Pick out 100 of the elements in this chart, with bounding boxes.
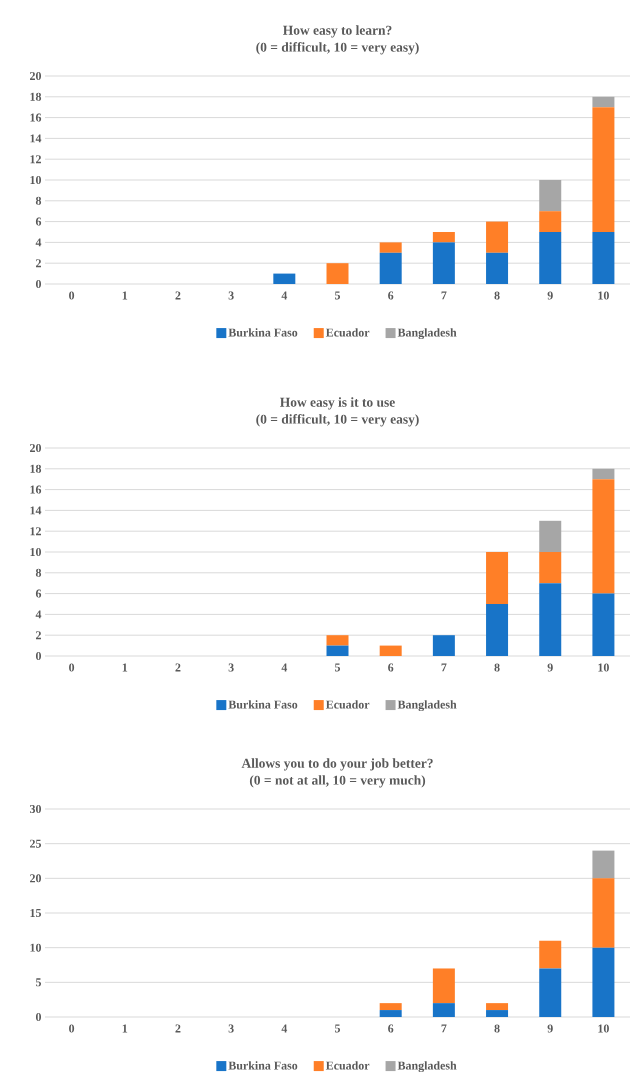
bar bbox=[539, 940, 562, 969]
x-tick-label: 0 bbox=[69, 663, 75, 672]
x-tick-label: 2 bbox=[175, 1024, 181, 1033]
bar bbox=[432, 635, 455, 656]
legend-label: Bangladesh bbox=[397, 1061, 457, 1073]
bar bbox=[592, 479, 615, 594]
y-tick-label: 20 bbox=[30, 71, 42, 81]
y-tick-label: 4 bbox=[35, 238, 42, 247]
y-tick-label: 0 bbox=[35, 1012, 42, 1022]
y-tick-label: 18 bbox=[30, 464, 42, 473]
chart-title: How easy to learn? bbox=[283, 25, 392, 38]
x-tick-label: 10 bbox=[598, 1024, 609, 1033]
bar bbox=[379, 1010, 402, 1017]
x-tick-label: 4 bbox=[281, 291, 288, 300]
y-tick-label: 25 bbox=[30, 839, 42, 848]
x-tick-label: 2 bbox=[175, 663, 181, 672]
x-tick-label: 7 bbox=[441, 1024, 447, 1033]
x-tick-label: 5 bbox=[335, 291, 341, 300]
x-tick-label: 6 bbox=[388, 291, 394, 300]
y-tick-label: 10 bbox=[30, 175, 42, 185]
y-tick-label: 6 bbox=[35, 589, 42, 598]
bar bbox=[539, 968, 562, 1017]
y-tick-label: 12 bbox=[30, 155, 41, 164]
legend-label: Burkina Faso bbox=[228, 700, 298, 709]
bar bbox=[326, 263, 349, 284]
x-tick-label: 9 bbox=[547, 1024, 553, 1033]
bar bbox=[592, 878, 615, 948]
bar bbox=[326, 635, 349, 646]
x-tick-label: 0 bbox=[69, 291, 75, 300]
x-tick-label: 3 bbox=[228, 291, 234, 300]
x-tick-label: 1 bbox=[122, 663, 128, 672]
legend-label: Burkina Faso bbox=[228, 1061, 298, 1070]
bar bbox=[273, 273, 296, 284]
y-tick-label: 20 bbox=[30, 874, 42, 883]
x-tick-label: 4 bbox=[281, 1024, 288, 1033]
x-tick-label: 10 bbox=[598, 663, 609, 672]
legend-label: Ecuador bbox=[325, 700, 370, 709]
bar bbox=[539, 211, 562, 232]
bar bbox=[592, 850, 615, 879]
x-tick-label: 8 bbox=[494, 663, 500, 672]
y-tick-label: 20 bbox=[30, 443, 42, 453]
y-tick-label: 8 bbox=[35, 196, 42, 205]
legend-label: Bangladesh bbox=[397, 328, 457, 340]
bar bbox=[379, 252, 402, 284]
bar bbox=[592, 107, 615, 232]
y-tick-label: 10 bbox=[30, 547, 42, 557]
chart-subtitle: (0 = difficult, 10 = very easy) bbox=[256, 42, 419, 55]
y-tick-label: 12 bbox=[30, 527, 41, 536]
bar bbox=[486, 252, 509, 284]
chart-title: How easy is it to use bbox=[280, 397, 395, 410]
x-tick-label: 9 bbox=[547, 291, 553, 300]
bar bbox=[379, 1003, 402, 1011]
x-tick-label: 6 bbox=[388, 1024, 394, 1033]
bar bbox=[326, 645, 349, 656]
y-tick-label: 15 bbox=[30, 909, 42, 917]
bar bbox=[432, 1003, 455, 1017]
bar bbox=[539, 179, 562, 212]
y-tick-label: 16 bbox=[30, 485, 42, 494]
x-tick-label: 3 bbox=[228, 663, 234, 672]
bar bbox=[432, 242, 455, 284]
x-tick-label: 6 bbox=[388, 663, 394, 672]
bar bbox=[539, 583, 562, 656]
y-tick-label: 16 bbox=[30, 113, 42, 122]
y-tick-label: 10 bbox=[30, 943, 42, 952]
y-tick-label: 8 bbox=[35, 568, 42, 577]
y-tick-label: 4 bbox=[35, 610, 42, 619]
x-tick-label: 1 bbox=[122, 291, 128, 300]
bar bbox=[592, 231, 615, 284]
y-tick-label: 0 bbox=[35, 279, 42, 289]
bar bbox=[432, 968, 455, 1004]
y-tick-label: 2 bbox=[36, 631, 41, 640]
legend-label: Ecuador bbox=[325, 328, 370, 337]
x-tick-label: 10 bbox=[598, 291, 609, 300]
legend-label: Ecuador bbox=[325, 1061, 370, 1070]
bar bbox=[539, 520, 562, 552]
bar bbox=[592, 593, 615, 656]
chart-title: Allows you to do your job better? bbox=[241, 758, 433, 771]
bar bbox=[486, 1010, 509, 1017]
x-tick-label: 2 bbox=[175, 291, 181, 300]
bar bbox=[379, 242, 402, 253]
bar bbox=[539, 231, 562, 284]
y-tick-label: 5 bbox=[35, 978, 42, 987]
legend-label: Burkina Faso bbox=[228, 328, 298, 337]
bar bbox=[592, 947, 615, 1017]
chart-subtitle: (0 = difficult, 10 = very easy) bbox=[256, 414, 419, 427]
x-tick-label: 8 bbox=[494, 291, 500, 300]
bar bbox=[539, 551, 562, 584]
y-tick-label: 18 bbox=[30, 92, 42, 101]
bar bbox=[432, 231, 455, 243]
y-tick-label: 6 bbox=[35, 217, 42, 226]
bar bbox=[486, 551, 509, 604]
x-tick-label: 5 bbox=[335, 1024, 341, 1033]
y-tick-label: 30 bbox=[29, 804, 42, 814]
bar bbox=[592, 468, 615, 480]
bar bbox=[486, 604, 509, 656]
x-tick-label: 0 bbox=[69, 1024, 75, 1033]
y-tick-label: 14 bbox=[30, 134, 42, 143]
x-tick-label: 8 bbox=[494, 1024, 500, 1033]
y-tick-label: 2 bbox=[36, 259, 41, 268]
x-tick-label: 7 bbox=[441, 663, 447, 672]
